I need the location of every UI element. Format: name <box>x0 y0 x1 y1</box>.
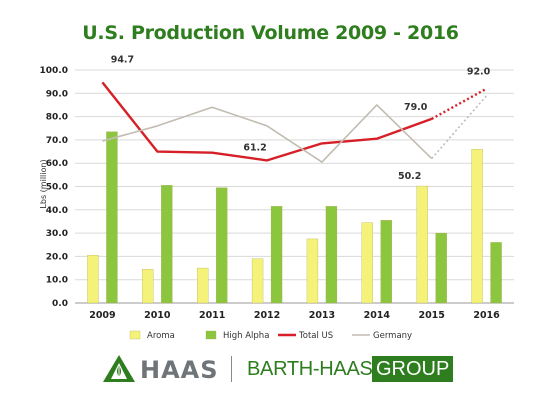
bar-aroma <box>251 258 264 304</box>
group-logo-badge: GROUP <box>372 356 454 382</box>
line-total-us-projection <box>431 87 488 120</box>
y-tick-label: 80.0 <box>46 113 68 123</box>
legend-label-total-us: Total US <box>298 331 333 341</box>
haas-logo-text: HAAS <box>140 356 219 384</box>
x-tick-label: 2013 <box>309 310 335 321</box>
grid-lines <box>75 69 514 304</box>
legend-label-germany: Germany <box>373 331 412 341</box>
chart-title: U.S. Production Volume 2009 - 2016 <box>82 22 459 44</box>
legend-label-aroma: Aroma <box>147 331 175 341</box>
axis-ticks: 0.0 10.0 20.0 30.0 40.0 50.0 60.0 70.0 80.0 90.0 1… <box>40 66 501 321</box>
bar-high-alpha <box>325 206 338 304</box>
line-germany <box>102 104 433 163</box>
x-tick-label: 2010 <box>144 310 171 321</box>
y-tick-label: 50.0 <box>46 183 68 193</box>
y-tick-label: 70.0 <box>46 136 68 146</box>
y-axis-label: Lbs (million) <box>39 159 48 208</box>
legend-label-high-alpha: High Alpha <box>223 331 269 341</box>
y-tick-label: 60.0 <box>46 159 68 169</box>
data-label: 79.0 <box>404 102 428 113</box>
y-tick-label: 100.0 <box>40 66 68 76</box>
y-tick-label: 10.0 <box>46 276 68 286</box>
bar-high-alpha <box>490 242 502 304</box>
data-label: 61.2 <box>243 142 266 153</box>
bar-aroma <box>142 269 154 304</box>
data-label: 50.2 <box>398 171 421 182</box>
bar-high-alpha <box>216 187 228 304</box>
lines <box>101 81 488 163</box>
x-tick-label: 2015 <box>418 310 444 321</box>
production-chart: Lbs (million) 0.0 10.0 20.0 30.0 40.0 50.0 60.… <box>39 54 514 341</box>
legend: Aroma High Alpha Total US Germany <box>129 330 412 341</box>
bar-high-alpha <box>161 185 173 304</box>
bar-aroma <box>87 255 99 304</box>
bar-high-alpha <box>435 232 447 304</box>
bar-aroma <box>306 238 319 304</box>
data-label: 92.0 <box>467 67 491 78</box>
y-tick-label: 90.0 <box>46 89 68 99</box>
y-tick-label: 30.0 <box>46 229 68 239</box>
bar-aroma <box>197 267 209 304</box>
bars <box>87 131 502 304</box>
y-tick-label: 0.0 <box>52 299 68 309</box>
bar-aroma <box>471 149 483 304</box>
legend-swatch-high-alpha <box>205 330 217 340</box>
x-tick-label: 2014 <box>364 310 391 321</box>
line-germany-projection <box>431 95 488 160</box>
y-tick-label: 20.0 <box>46 252 68 262</box>
y-tick-label: 40.0 <box>46 206 68 216</box>
barth-haas-logo-text: BARTH-HAAS <box>247 358 373 380</box>
bar-high-alpha <box>270 206 283 304</box>
line-total-us <box>101 81 433 162</box>
logo-divider <box>231 356 232 382</box>
bar-high-alpha <box>106 131 118 304</box>
legend-swatch-aroma <box>129 330 141 340</box>
x-tick-label: 2009 <box>89 310 115 321</box>
x-tick-label: 2011 <box>199 310 225 321</box>
bar-high-alpha <box>380 220 392 304</box>
logo-bar: HAAS BARTH-HAAS GROUP <box>0 352 541 388</box>
x-tick-label: 2012 <box>254 310 280 321</box>
data-label: 94.7 <box>111 54 134 65</box>
hop-leaf-icon <box>103 355 135 382</box>
bar-aroma <box>361 222 373 304</box>
data-labels: 94.7 61.2 79.0 92.0 50.2 <box>111 54 491 182</box>
x-tick-label: 2016 <box>473 310 500 321</box>
bar-aroma <box>416 185 428 304</box>
